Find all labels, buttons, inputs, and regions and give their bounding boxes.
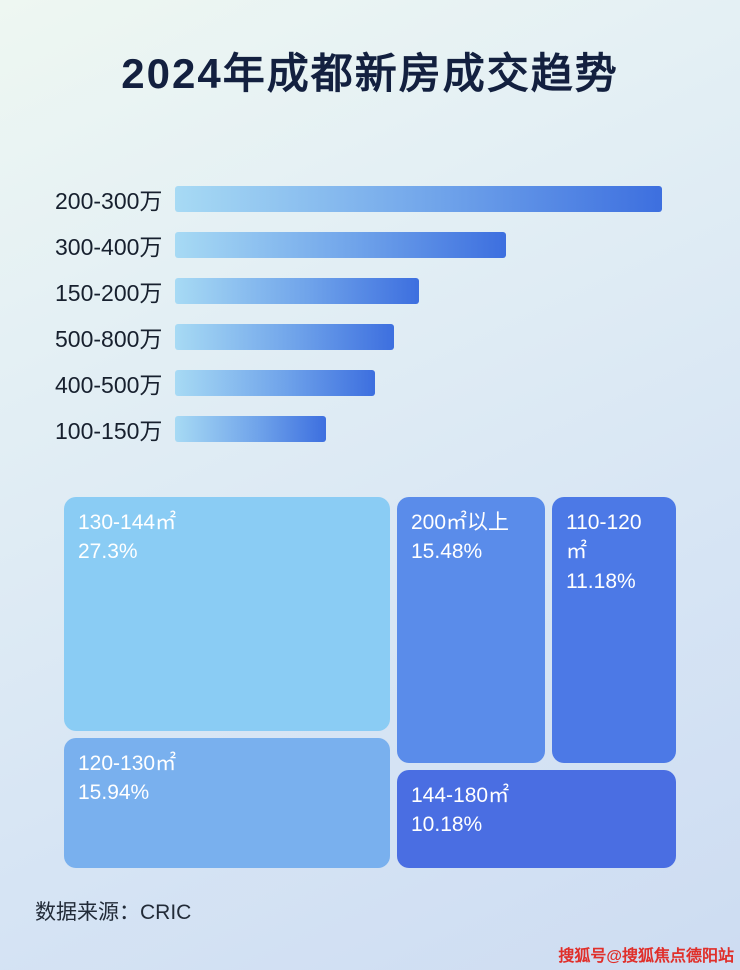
bar-label: 300-400万: [55, 234, 163, 260]
bar-label: 400-500万: [55, 372, 163, 398]
bar-row: 100-150万: [55, 416, 685, 444]
bar-label: 100-150万: [55, 418, 163, 444]
data-source: 数据来源：CRIC: [35, 901, 192, 924]
bar-track: [175, 324, 662, 350]
treemap-box-label: 200㎡以上: [411, 511, 510, 534]
bar-row: 400-500万: [55, 370, 685, 398]
bar-200-300: [175, 186, 662, 212]
treemap-box-percent: 15.94%: [78, 781, 150, 805]
treemap-box-label: 110-120㎡: [566, 511, 642, 564]
bar-label: 200-300万: [55, 188, 163, 214]
bar-500-800: [175, 324, 395, 350]
bar-row: 300-400万: [55, 232, 685, 260]
bar-row: 200-300万: [55, 186, 685, 214]
bar-track: [175, 370, 662, 396]
treemap-box-130-144: 130-144㎡ 27.3%: [64, 497, 390, 731]
treemap-box-144-180: 144-180㎡ 10.18%: [397, 770, 676, 868]
treemap-box-percent: 15.48%: [411, 540, 483, 564]
treemap-box-label: 120-130㎡: [78, 752, 177, 775]
bar-row: 150-200万: [55, 278, 685, 306]
page-title: 2024年成都新房成交趋势: [121, 50, 619, 97]
treemap-box-label: 144-180㎡: [411, 784, 510, 807]
bar-row: 500-800万: [55, 324, 685, 352]
treemap-box-120-130: 120-130㎡ 15.94%: [64, 738, 390, 868]
treemap-box-label: 130-144㎡: [78, 511, 177, 534]
treemap-box-percent: 27.3%: [78, 540, 138, 564]
bar-label: 150-200万: [55, 280, 163, 306]
bar-400-500: [175, 370, 375, 396]
treemap-box-200-plus: 200㎡以上 15.48%: [397, 497, 545, 763]
bar-track: [175, 186, 662, 212]
watermark: 搜狐号@搜狐焦点德阳站: [558, 948, 734, 965]
price-range-bar-chart: 200-300万 300-400万 150-200万 500-800万 400-: [55, 186, 685, 462]
bar-track: [175, 232, 662, 258]
treemap-box-percent: 10.18%: [411, 813, 483, 837]
bar-300-400: [175, 232, 507, 258]
bar-100-150: [175, 416, 326, 442]
treemap-box-110-120: 110-120㎡ 11.18%: [552, 497, 676, 763]
bar-150-200: [175, 278, 419, 304]
bar-label: 500-800万: [55, 326, 163, 352]
bar-track: [175, 416, 662, 442]
bar-track: [175, 278, 662, 304]
treemap-box-percent: 11.18%: [566, 569, 636, 593]
